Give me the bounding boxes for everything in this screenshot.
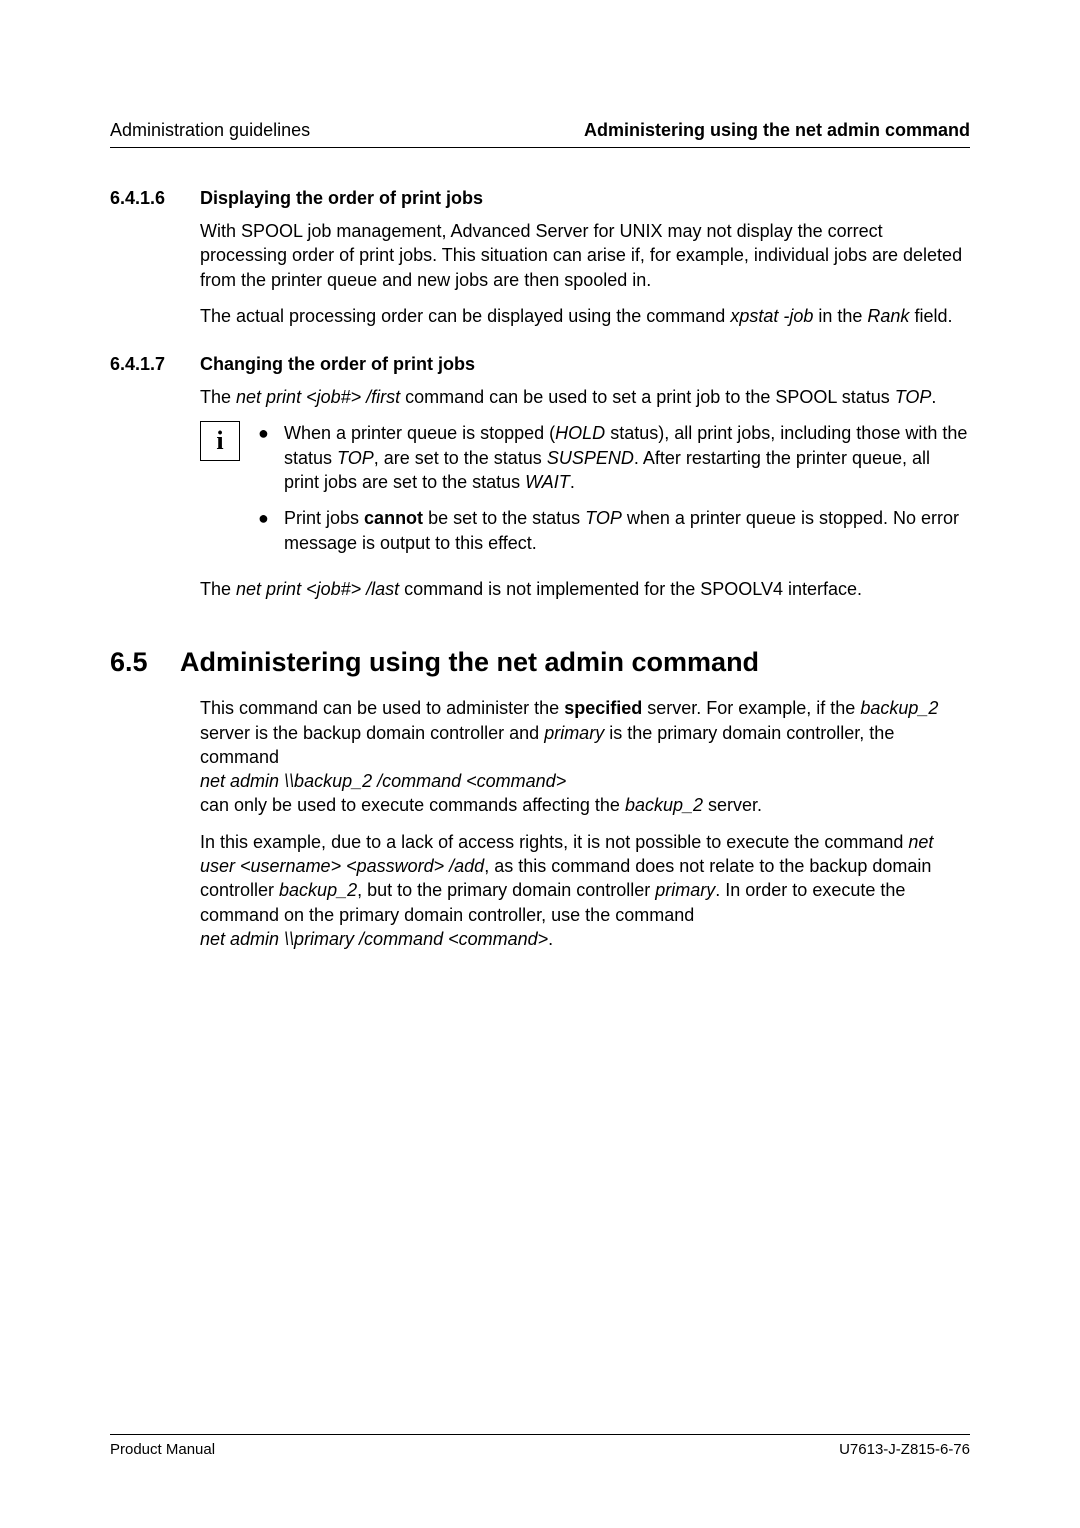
section-6417-heading: 6.4.1.7 Changing the order of print jobs — [110, 354, 970, 375]
section-6417-p2: The net print <job#> /last command is no… — [200, 577, 970, 601]
section-number: 6.4.1.6 — [110, 188, 200, 209]
info-icon: i — [200, 421, 240, 461]
paragraph: The net print <job#> /last command is no… — [200, 577, 970, 601]
paragraph: The net print <job#> /first command can … — [200, 385, 970, 409]
section-6417-p1: The net print <job#> /first command can … — [200, 385, 970, 409]
section-title: Displaying the order of print jobs — [200, 188, 483, 209]
paragraph: This command can be used to administer t… — [200, 696, 970, 817]
bullet-text: When a printer queue is stopped (HOLD st… — [284, 421, 970, 494]
bullet-text: Print jobs cannot be set to the status T… — [284, 506, 970, 555]
section-65-body: This command can be used to administer t… — [200, 696, 970, 951]
bullet-list: ● When a printer queue is stopped (HOLD … — [258, 421, 970, 566]
section-title: Changing the order of print jobs — [200, 354, 475, 375]
list-item: ● When a printer queue is stopped (HOLD … — [258, 421, 970, 494]
header-right: Administering using the net admin comman… — [584, 120, 970, 141]
paragraph: In this example, due to a lack of access… — [200, 830, 970, 951]
footer-right: U7613-J-Z815-6-76 — [839, 1441, 970, 1458]
info-block: i ● When a printer queue is stopped (HOL… — [200, 421, 970, 566]
list-item: ● Print jobs cannot be set to the status… — [258, 506, 970, 555]
section-6416-heading: 6.4.1.6 Displaying the order of print jo… — [110, 188, 970, 209]
bullet-icon: ● — [258, 421, 284, 494]
bullet-icon: ● — [258, 506, 284, 555]
section-number: 6.5 — [110, 647, 180, 678]
section-65-heading: 6.5 Administering using the net admin co… — [110, 647, 970, 678]
page-header: Administration guidelines Administering … — [110, 120, 970, 148]
section-number: 6.4.1.7 — [110, 354, 200, 375]
footer-left: Product Manual — [110, 1441, 215, 1458]
section-6416-body: With SPOOL job management, Advanced Serv… — [200, 219, 970, 328]
paragraph: The actual processing order can be displ… — [200, 304, 970, 328]
header-left: Administration guidelines — [110, 120, 310, 141]
section-title: Administering using the net admin comman… — [180, 647, 759, 678]
page-footer: Product Manual U7613-J-Z815-6-76 — [110, 1434, 970, 1458]
paragraph: With SPOOL job management, Advanced Serv… — [200, 219, 970, 292]
